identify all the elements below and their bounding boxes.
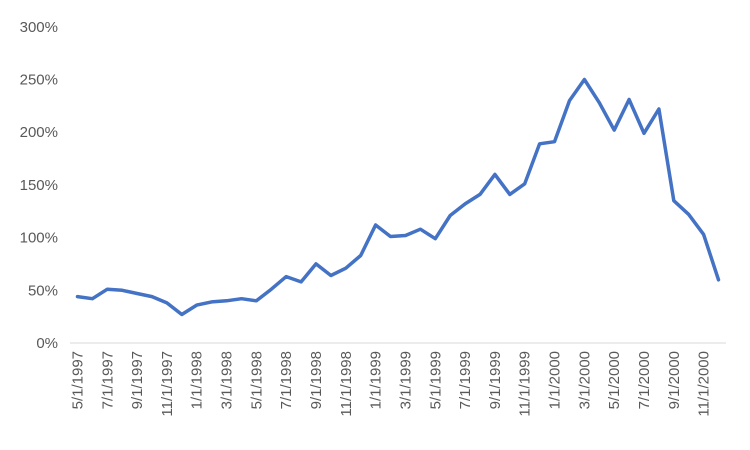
x-axis-tick-label: 11/1/1998 <box>338 351 355 417</box>
x-axis-tick-label: 7/1/1999 <box>457 351 474 409</box>
x-axis-tick-label: 1/1/1999 <box>368 351 385 409</box>
x-axis-tick-label: 7/1/1998 <box>278 351 295 409</box>
x-axis-tick-label: 9/1/1999 <box>487 351 504 409</box>
x-axis-tick-label: 3/1/2000 <box>576 351 593 409</box>
x-axis-tick-label: 11/1/1997 <box>159 351 176 417</box>
x-axis-tick-label: 9/1/2000 <box>666 351 683 409</box>
y-axis-tick-label: 100% <box>20 230 58 247</box>
y-axis-tick-label: 300% <box>20 19 58 36</box>
y-axis-tick-label: 50% <box>28 282 58 299</box>
y-axis-tick-label: 200% <box>20 124 58 141</box>
x-axis-tick-label: 5/1/2000 <box>606 351 623 409</box>
x-axis-tick-label: 3/1/1998 <box>219 351 236 409</box>
x-axis-tick-label: 5/1/1999 <box>427 351 444 409</box>
x-axis-tick-label: 11/1/1999 <box>517 351 534 417</box>
data-series-line <box>75 77 721 317</box>
x-axis-tick-label: 11/1/2000 <box>696 351 713 417</box>
x-axis-tick-label: 5/1/1998 <box>248 351 265 409</box>
x-axis-tick-label: 3/1/1999 <box>397 351 414 409</box>
y-axis-tick-label: 150% <box>20 177 58 194</box>
x-axis-tick-label: 1/1/2000 <box>547 351 564 409</box>
x-axis-tick-label: 9/1/1997 <box>129 351 146 409</box>
x-axis-tick-label: 7/1/2000 <box>636 351 653 409</box>
y-axis-tick-label: 250% <box>20 72 58 89</box>
x-axis-tick-label: 9/1/1998 <box>308 351 325 409</box>
x-axis-tick-label: 1/1/1998 <box>189 351 206 409</box>
x-axis-tick-label: 7/1/1997 <box>99 351 116 409</box>
x-axis-tick-label: 5/1/1997 <box>69 351 86 409</box>
y-axis-tick-label: 0% <box>36 335 58 352</box>
